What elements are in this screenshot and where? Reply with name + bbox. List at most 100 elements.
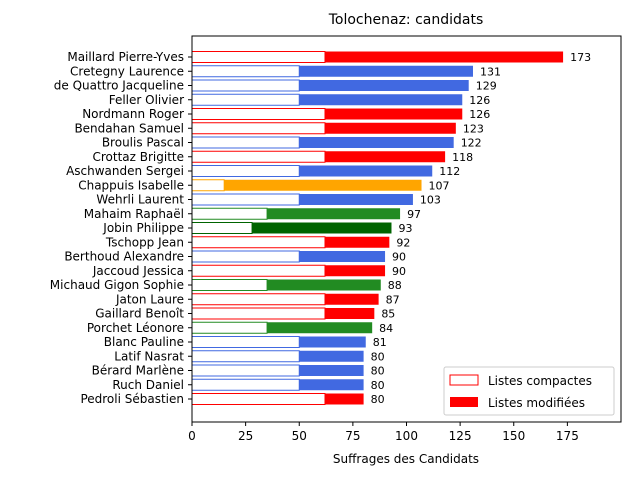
legend: Listes compactes Listes modifiées (443, 366, 615, 416)
y-tick-label: Jaton Laure (115, 292, 184, 306)
chart-title: Tolochenaz: candidats (328, 12, 484, 28)
bar-value-label: 80 (371, 350, 385, 363)
bar-modified (299, 365, 364, 376)
y-tick-label: Blanc Pauline (104, 335, 184, 349)
bar-compact (191, 108, 326, 120)
bar-modified (299, 379, 364, 391)
bar-modified (324, 51, 564, 63)
bar-value-label: 126 (469, 108, 490, 121)
bar-value-label: 93 (398, 222, 412, 235)
bar-value-label: 131 (480, 65, 501, 78)
bar-compact (191, 264, 326, 277)
legend-label-modified: Listes modifiées (488, 396, 585, 410)
bar-compact (191, 150, 326, 163)
y-tick-label: Chappuis Isabelle (78, 178, 184, 192)
x-tick-label: 25 (238, 429, 253, 443)
bar-compact (191, 307, 326, 320)
bar-modified (299, 165, 433, 177)
y-tick-label: Crottaz Brigitte (92, 150, 184, 164)
bar-compact (191, 293, 326, 306)
bar-value-label: 85 (381, 308, 395, 321)
bar-modified (324, 236, 390, 248)
bar-value-label: 126 (469, 94, 490, 107)
bar-value-label: 88 (388, 279, 402, 292)
bar-compact (191, 350, 300, 363)
y-tick-label: Broulis Pascal (102, 136, 184, 150)
bar-value-label: 80 (371, 365, 385, 378)
y-tick-label: Nordmann Roger (82, 107, 184, 121)
bar-value-label: 92 (396, 236, 410, 249)
bar-value-label: 87 (386, 293, 400, 306)
bar-compact (191, 393, 326, 405)
plot-area: 1731311291261261231221181121071039793929… (191, 51, 591, 406)
y-tick-label: Ruch Daniel (112, 378, 184, 392)
bar-value-label: 97 (407, 208, 421, 221)
x-tick-label: 175 (556, 429, 579, 443)
bar-value-label: 81 (373, 336, 387, 349)
bar-value-label: 118 (452, 151, 473, 164)
bar-modified (267, 279, 381, 291)
y-tick-label: Michaud Gigon Sophie (50, 278, 184, 292)
bar-modified (299, 94, 463, 106)
bar-modified (324, 393, 364, 405)
bar-compact (191, 250, 300, 263)
bar-compact (191, 279, 268, 291)
x-tick-label: 100 (395, 429, 418, 443)
bar-value-label: 112 (439, 165, 460, 178)
bar-compact (191, 51, 326, 63)
y-tick-label: Porchet Léonore (87, 321, 184, 335)
bar-modified (252, 222, 392, 234)
y-tick-label: Cretegny Laurence (70, 64, 184, 78)
y-tick-label: Gaillard Benoît (95, 307, 184, 321)
bar-modified (299, 80, 469, 91)
bar-value-label: 123 (463, 122, 484, 135)
bar-compact (191, 165, 300, 177)
bar-value-label: 84 (379, 322, 393, 335)
bar-compact (191, 65, 300, 78)
bar-modified (324, 122, 456, 134)
bar-compact (191, 321, 268, 334)
y-tick-label: Aschwanden Sergei (66, 164, 184, 178)
y-tick-label: Berthoud Alexandre (64, 250, 184, 264)
bar-modified (324, 108, 463, 120)
bar-compact (191, 79, 300, 92)
bar-modified (299, 251, 386, 262)
legend-swatch-modified (450, 397, 478, 407)
x-axis: 0 25 50 75 100 125 150 175 (188, 422, 579, 443)
bar-modified (324, 293, 379, 305)
bar-value-label: 107 (429, 179, 450, 192)
bar-value-label: 129 (476, 80, 497, 93)
bar-compact (191, 136, 300, 149)
bar-modified (299, 336, 366, 348)
bar-modified (324, 308, 375, 319)
y-tick-label: de Quattro Jacqueline (54, 79, 184, 93)
x-tick-label: 125 (449, 429, 472, 443)
y-tick-label: Mahaim Raphaël (84, 207, 184, 221)
bar-modified (324, 151, 446, 163)
bar-compact (191, 336, 300, 348)
y-tick-label: Bendahan Samuel (74, 121, 184, 135)
bar-compact (191, 378, 300, 391)
bar-compact (191, 222, 253, 234)
y-tick-label: Bérard Marlène (92, 364, 184, 378)
y-tick-label: Jaccoud Jessica (92, 264, 184, 278)
y-tick-label: Jobin Philippe (102, 221, 184, 235)
bar-compact (191, 193, 300, 206)
bar-value-label: 80 (371, 379, 385, 392)
bar-value-label: 103 (420, 194, 441, 207)
x-tick-label: 50 (292, 429, 307, 443)
y-tick-label: Maillard Pierre-Yves (67, 50, 184, 64)
x-tick-label: 75 (345, 429, 360, 443)
y-tick-label: Tschopp Jean (105, 235, 184, 249)
bar-modified (299, 137, 454, 148)
legend-box (443, 366, 615, 416)
bar-compact (191, 207, 268, 220)
bar-modified (224, 179, 422, 191)
y-tick-label: Pedroli Sébastien (80, 392, 184, 406)
bar-value-label: 80 (371, 393, 385, 406)
bar-value-label: 173 (570, 51, 591, 64)
x-axis-label: Suffrages des Candidats (333, 452, 479, 466)
y-tick-label: Latif Nasrat (114, 349, 184, 363)
